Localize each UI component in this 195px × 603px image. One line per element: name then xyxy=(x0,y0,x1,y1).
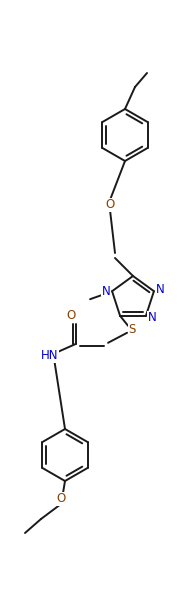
Text: N: N xyxy=(156,283,164,295)
Text: O: O xyxy=(105,198,115,212)
Text: N: N xyxy=(148,311,156,324)
Text: O: O xyxy=(56,493,66,505)
Text: HN: HN xyxy=(41,349,59,362)
Text: S: S xyxy=(128,323,136,336)
Text: N: N xyxy=(102,285,110,298)
Text: O: O xyxy=(66,309,76,322)
